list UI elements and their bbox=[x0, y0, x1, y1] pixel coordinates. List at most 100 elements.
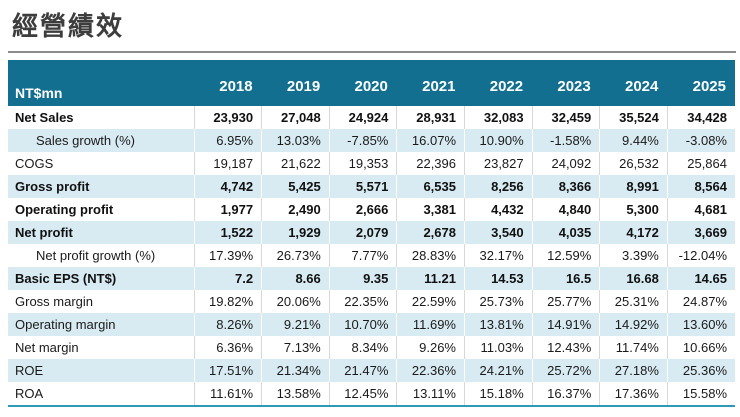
cell-value: 34,428 bbox=[666, 106, 735, 129]
row-label: ROE bbox=[15, 363, 44, 378]
cell-value: 4,035 bbox=[531, 221, 600, 244]
cell-value: 35,524 bbox=[599, 106, 668, 129]
cell-value: 19,353 bbox=[328, 152, 397, 175]
cell-value: 3,540 bbox=[464, 221, 533, 244]
table-row: Gross margin 19.82% 20.06% 22.35% 22.59% 25.7… bbox=[8, 290, 735, 313]
cell-value: 8.34% bbox=[328, 336, 397, 359]
cell-value: 4,172 bbox=[599, 221, 668, 244]
cell-value: 28.83% bbox=[396, 244, 465, 267]
cell-value: 5,425 bbox=[261, 175, 330, 198]
cell-value: 19,187 bbox=[193, 152, 262, 175]
cell-value: 8,256 bbox=[464, 175, 533, 198]
cell-value: 14.65 bbox=[666, 267, 735, 290]
cell-value: 25.72% bbox=[531, 359, 600, 382]
cell-value: -12.04% bbox=[666, 244, 735, 267]
cell-value: 10.90% bbox=[464, 129, 533, 152]
cell-value: 14.91% bbox=[531, 313, 600, 336]
cell-value: 11.61% bbox=[193, 382, 262, 406]
cell-value: 8.26% bbox=[193, 313, 262, 336]
row-label: Gross profit bbox=[15, 179, 90, 194]
cell-value: -3.08% bbox=[666, 129, 735, 152]
year-header: 2022 bbox=[464, 60, 533, 106]
year-header: 2019 bbox=[261, 60, 330, 106]
row-label: Net profit bbox=[15, 225, 73, 240]
cell-value: 6.36% bbox=[193, 336, 262, 359]
cell-value: 26.73% bbox=[261, 244, 330, 267]
table-row: Gross profit 4,742 5,425 5,571 6,535 8,256 8,3… bbox=[8, 175, 735, 198]
cell-value: 4,742 bbox=[193, 175, 262, 198]
cell-value: 11.74% bbox=[599, 336, 668, 359]
row-label: Basic EPS (NT$) bbox=[15, 271, 117, 286]
row-label: ROA bbox=[15, 386, 44, 401]
table-row: Net profit growth (%) 17.39% 26.73% 7.77% 28… bbox=[8, 244, 735, 267]
table-row: Net profit 1,522 1,929 2,079 2,678 3,540 4,035… bbox=[8, 221, 735, 244]
cell-value: 7.77% bbox=[328, 244, 397, 267]
cell-value: 32,083 bbox=[464, 106, 533, 129]
cell-value: 10.70% bbox=[328, 313, 397, 336]
cell-value: 2,666 bbox=[328, 198, 397, 221]
cell-value: 23,827 bbox=[464, 152, 533, 175]
table-row: Operating profit 1,977 2,490 2,666 3,381 4,43… bbox=[8, 198, 735, 221]
cell-value: 1,522 bbox=[193, 221, 262, 244]
cell-value: 19.82% bbox=[193, 290, 262, 313]
cell-value: 11.21 bbox=[396, 267, 465, 290]
cell-value: 21.47% bbox=[328, 359, 397, 382]
table-row: ROE 17.51% 21.34% 21.47% 22.36% 24.21% 25.72% 2… bbox=[8, 359, 735, 382]
performance-table: NT$mn 2018 2019 2020 2021 2022 2023 2024 2025 N… bbox=[8, 60, 735, 407]
title-rule bbox=[8, 51, 736, 53]
row-label: Net Sales bbox=[15, 110, 74, 125]
cell-value: 16.5 bbox=[531, 267, 600, 290]
cell-value: 20.06% bbox=[261, 290, 330, 313]
cell-value: 13.60% bbox=[666, 313, 735, 336]
cell-value: 15.58% bbox=[666, 382, 735, 406]
cell-value: 9.21% bbox=[261, 313, 330, 336]
cell-value: 32,459 bbox=[531, 106, 600, 129]
cell-value: 8,564 bbox=[666, 175, 735, 198]
cell-value: 9.44% bbox=[599, 129, 668, 152]
table-row: ROA 11.61% 13.58% 12.45% 13.11% 15.18% 16.37% 1… bbox=[8, 382, 735, 406]
cell-value: 7.13% bbox=[261, 336, 330, 359]
cell-value: 2,079 bbox=[328, 221, 397, 244]
cell-value: 5,571 bbox=[328, 175, 397, 198]
cell-value: 27,048 bbox=[261, 106, 330, 129]
row-label: COGS bbox=[15, 156, 54, 171]
cell-value: 1,977 bbox=[193, 198, 262, 221]
year-header: 2024 bbox=[599, 60, 668, 106]
cell-value: 2,678 bbox=[396, 221, 465, 244]
cell-value: 16.07% bbox=[396, 129, 465, 152]
cell-value: 17.51% bbox=[193, 359, 262, 382]
cell-value: 22,396 bbox=[396, 152, 465, 175]
unit-label: NT$mn bbox=[8, 60, 194, 106]
year-header: 2020 bbox=[329, 60, 397, 106]
cell-value: 1,929 bbox=[261, 221, 330, 244]
cell-value: 16.68 bbox=[599, 267, 668, 290]
table-row: Net Sales 23,930 27,048 24,924 28,931 32,083 3… bbox=[8, 106, 735, 129]
cell-value: 23,930 bbox=[193, 106, 262, 129]
cell-value: 28,931 bbox=[396, 106, 465, 129]
cell-value: 4,681 bbox=[666, 198, 735, 221]
cell-value: 8.66 bbox=[261, 267, 330, 290]
cell-value: 25.73% bbox=[464, 290, 533, 313]
cell-value: 13.81% bbox=[464, 313, 533, 336]
cell-value: 22.35% bbox=[328, 290, 397, 313]
row-label: Sales growth (%) bbox=[36, 133, 135, 148]
cell-value: 9.26% bbox=[396, 336, 465, 359]
cell-value: 24,924 bbox=[328, 106, 397, 129]
cell-value: 17.36% bbox=[599, 382, 668, 406]
year-header: 2021 bbox=[396, 60, 465, 106]
cell-value: 24.87% bbox=[666, 290, 735, 313]
cell-value: 25,864 bbox=[666, 152, 735, 175]
cell-value: 6,535 bbox=[396, 175, 465, 198]
cell-value: 6.95% bbox=[193, 129, 262, 152]
cell-value: 24.21% bbox=[464, 359, 533, 382]
table-row: Sales growth (%) 6.95% 13.03% -7.85% 16.07% 1… bbox=[8, 129, 735, 152]
cell-value: 4,840 bbox=[531, 198, 600, 221]
cell-value: 14.53 bbox=[464, 267, 533, 290]
cell-value: 3.39% bbox=[599, 244, 668, 267]
cell-value: 11.69% bbox=[396, 313, 465, 336]
cell-value: 7.2 bbox=[193, 267, 262, 290]
cell-value: 13.11% bbox=[396, 382, 465, 406]
cell-value: 14.92% bbox=[599, 313, 668, 336]
cell-value: 8,991 bbox=[599, 175, 668, 198]
cell-value: 12.59% bbox=[531, 244, 600, 267]
